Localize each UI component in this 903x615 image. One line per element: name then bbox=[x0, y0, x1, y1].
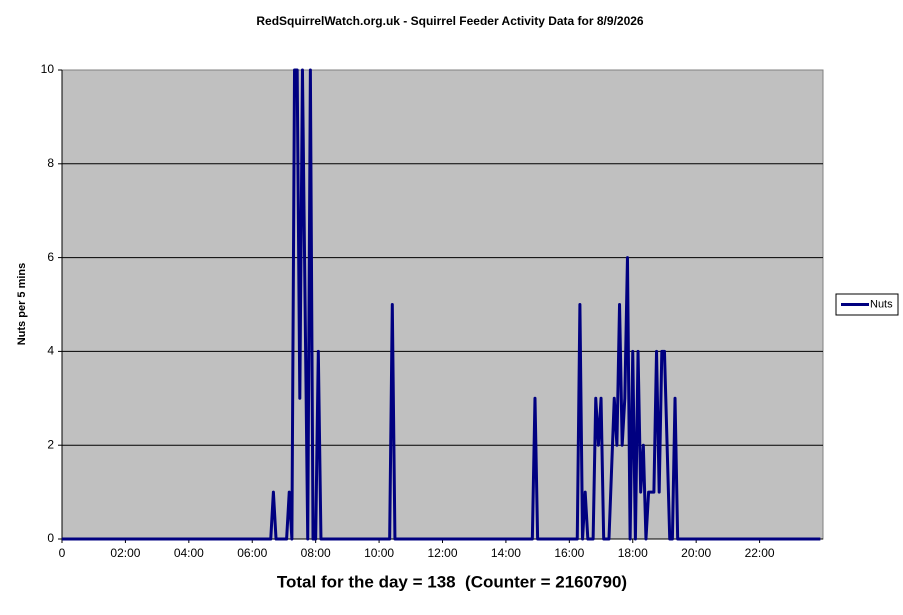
x-tick-label: 06:00 bbox=[237, 546, 267, 560]
y-tick-label: 10 bbox=[41, 62, 55, 76]
x-tick-label: 22:00 bbox=[745, 546, 775, 560]
y-axis-label: Nuts per 5 mins bbox=[16, 263, 28, 346]
x-tick-label: 18:00 bbox=[618, 546, 648, 560]
x-tick-label: 04:00 bbox=[174, 546, 204, 560]
x-tick-label: 02:00 bbox=[110, 546, 140, 560]
chart-title: RedSquirrelWatch.org.uk - Squirrel Feede… bbox=[256, 14, 644, 28]
legend-label: Nuts bbox=[870, 298, 893, 310]
x-tick-label: 10:00 bbox=[364, 546, 394, 560]
x-tick-label: 08:00 bbox=[301, 546, 331, 560]
plot-area bbox=[61, 69, 824, 540]
x-tick-label: 20:00 bbox=[681, 546, 711, 560]
y-tick-label: 8 bbox=[47, 156, 54, 170]
y-tick-label: 6 bbox=[47, 250, 54, 264]
x-tick-label: 14:00 bbox=[491, 546, 521, 560]
y-tick-label: 4 bbox=[47, 344, 54, 358]
x-tick-label: 16:00 bbox=[554, 546, 584, 560]
data-line bbox=[62, 68, 821, 541]
x-tick-label: 0 bbox=[59, 546, 66, 560]
x-tick-label: 12:00 bbox=[427, 546, 457, 560]
annotation: Total for the day = 138 (Counter = 21607… bbox=[277, 572, 627, 591]
y-tick-label: 0 bbox=[47, 531, 54, 545]
y-tick-label: 2 bbox=[47, 437, 54, 451]
